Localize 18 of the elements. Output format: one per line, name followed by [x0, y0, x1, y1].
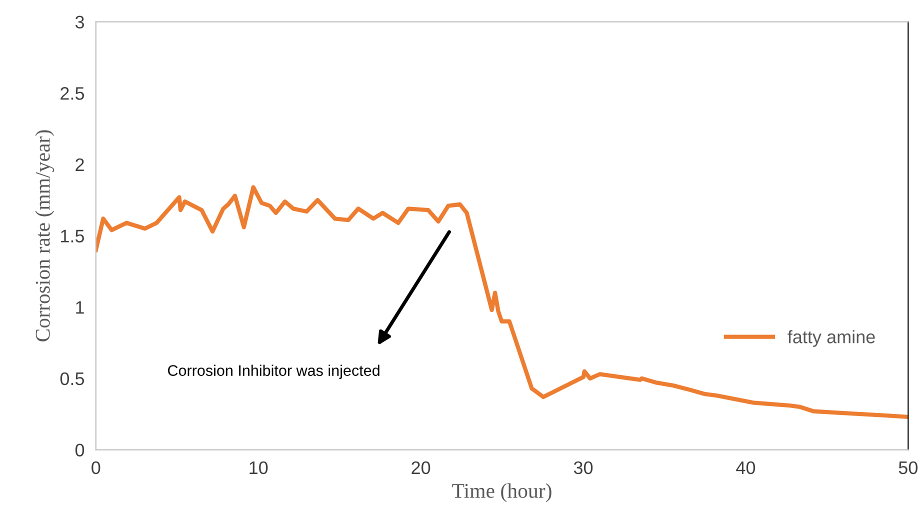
x-tick-label: 40 [736, 461, 756, 474]
y-tick-label: 2 [76, 158, 84, 171]
y-tick-label: 0.5 [60, 372, 84, 386]
line-series [96, 185, 908, 420]
y-tick-label: 1 [76, 301, 84, 314]
y-tick-label: 2.5 [60, 87, 84, 100]
y-tick-label: 0 [75, 444, 84, 456]
annotation: Corrosion Inhibitor was injected [168, 364, 380, 379]
x-axis-title: Time (hour) [452, 483, 552, 502]
y-tick-label: 3 [75, 16, 84, 28]
x-tick-label: 30 [574, 461, 593, 474]
y-tick-label: 1.5 [61, 230, 84, 242]
x-tick-label: 50 [898, 461, 918, 474]
legend-label: fatty amine [788, 330, 875, 347]
x-tick-label: 10 [250, 461, 268, 474]
x-tick-label: 0 [92, 461, 100, 474]
y-axis-title: Corrosion rate (mm/year) [35, 130, 54, 342]
x-tick-label: 20 [412, 461, 430, 474]
